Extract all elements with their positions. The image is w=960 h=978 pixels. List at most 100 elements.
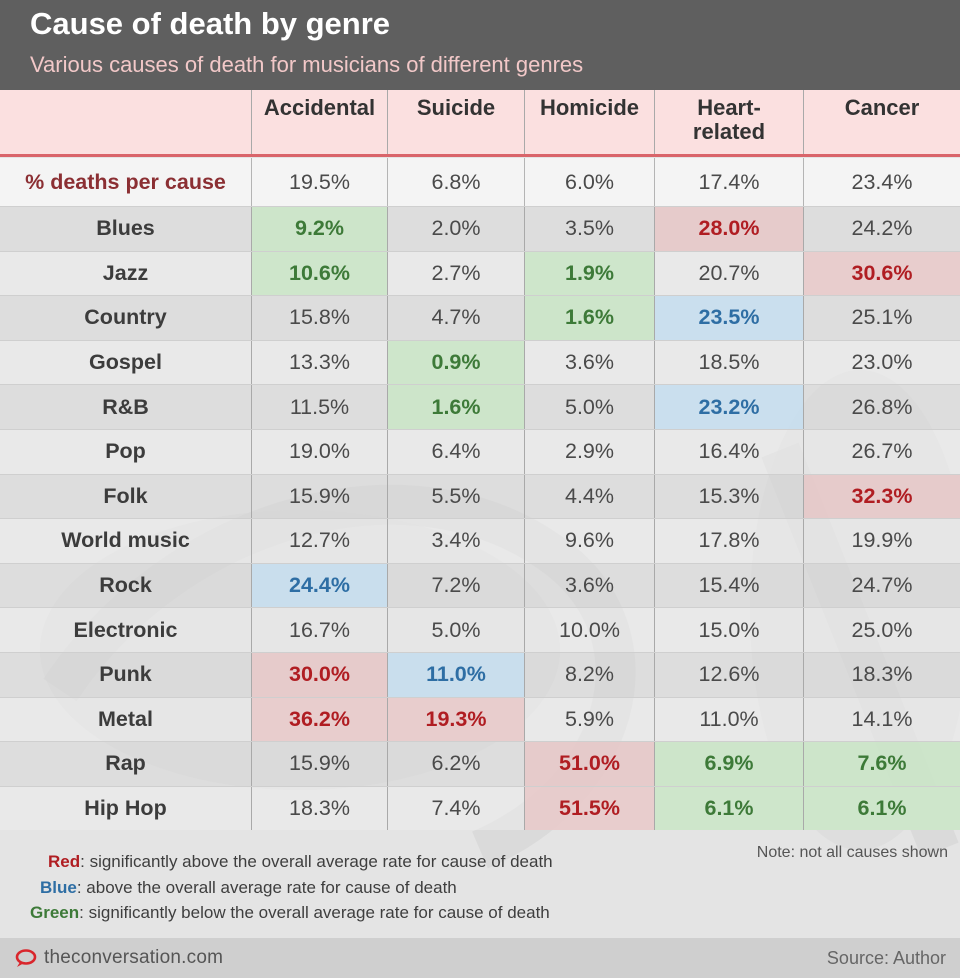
average-value: 17.4%	[655, 158, 804, 206]
column-header: Homicide	[525, 90, 655, 156]
table-row: Rap 15.9% 6.2% 51.0% 6.9% 7.6%	[0, 741, 960, 786]
speech-bubble-logo-icon	[14, 948, 38, 968]
table-row: Pop 19.0% 6.4% 2.9% 16.4% 26.7%	[0, 429, 960, 474]
average-value: 6.0%	[525, 158, 655, 206]
source-credit: Source: Author	[827, 948, 946, 969]
data-cell: 51.0%	[525, 742, 655, 786]
genre-label: Blues	[0, 207, 252, 251]
column-header-text: Homicide	[540, 96, 639, 120]
data-cell: 3.6%	[525, 341, 655, 385]
data-cell: 18.3%	[252, 787, 388, 831]
data-cell: 9.6%	[525, 519, 655, 563]
average-row-label: % deaths per cause	[0, 158, 252, 206]
data-cell: 7.2%	[388, 564, 525, 608]
genre-label: Electronic	[0, 608, 252, 652]
table-row: Punk 30.0% 11.0% 8.2% 12.6% 18.3%	[0, 652, 960, 697]
data-cell: 3.4%	[388, 519, 525, 563]
data-cell: 18.5%	[655, 341, 804, 385]
data-cell: 15.8%	[252, 296, 388, 340]
data-cell: 6.1%	[804, 787, 960, 831]
data-cell: 11.0%	[388, 653, 525, 697]
table-row: R&B 11.5% 1.6% 5.0% 23.2% 26.8%	[0, 384, 960, 429]
genre-label: World music	[0, 519, 252, 563]
table-row: Jazz 10.6% 2.7% 1.9% 20.7% 30.6%	[0, 251, 960, 296]
table-row: Rock 24.4% 7.2% 3.6% 15.4% 24.7%	[0, 563, 960, 608]
genre-label: Rock	[0, 564, 252, 608]
data-cell: 15.4%	[655, 564, 804, 608]
data-cell: 12.7%	[252, 519, 388, 563]
data-cell: 3.5%	[525, 207, 655, 251]
data-cell: 23.5%	[655, 296, 804, 340]
site-link[interactable]: theconversation.com	[44, 947, 223, 969]
genre-label: Folk	[0, 475, 252, 519]
data-cell: 7.6%	[804, 742, 960, 786]
data-cell: 13.3%	[252, 341, 388, 385]
data-cell: 1.9%	[525, 252, 655, 296]
data-cell: 5.0%	[525, 385, 655, 429]
data-cell: 28.0%	[655, 207, 804, 251]
column-header: Cancer	[804, 90, 960, 156]
column-header-text: Cancer	[845, 96, 920, 120]
column-header: Heart-related	[655, 90, 804, 156]
data-cell: 19.0%	[252, 430, 388, 474]
table-row: Blues 9.2% 2.0% 3.5% 28.0% 24.2%	[0, 206, 960, 251]
data-cell: 26.8%	[804, 385, 960, 429]
data-cell: 2.7%	[388, 252, 525, 296]
genre-label: Hip Hop	[0, 787, 252, 831]
genre-label: Jazz	[0, 252, 252, 296]
data-cell: 6.2%	[388, 742, 525, 786]
table-row: Gospel 13.3% 0.9% 3.6% 18.5% 23.0%	[0, 340, 960, 385]
data-cell: 15.3%	[655, 475, 804, 519]
data-cell: 23.0%	[804, 341, 960, 385]
footer: theconversation.com Source: Author	[0, 938, 960, 978]
data-cell: 2.0%	[388, 207, 525, 251]
table-row: Electronic 16.7% 5.0% 10.0% 15.0% 25.0%	[0, 607, 960, 652]
data-cell: 26.7%	[804, 430, 960, 474]
data-cell: 19.9%	[804, 519, 960, 563]
corner-cell	[0, 90, 252, 156]
genre-label: Gospel	[0, 341, 252, 385]
table-row: Folk 15.9% 5.5% 4.4% 15.3% 32.3%	[0, 474, 960, 519]
average-row: % deaths per cause 19.5% 6.8% 6.0% 17.4% 23.4…	[0, 158, 960, 206]
data-cell: 1.6%	[388, 385, 525, 429]
data-cell: 11.0%	[655, 698, 804, 742]
data-cell: 51.5%	[525, 787, 655, 831]
table-row: Hip Hop 18.3% 7.4% 51.5% 6.1% 6.1%	[0, 786, 960, 831]
table-row: Metal 36.2% 19.3% 5.9% 11.0% 14.1%	[0, 697, 960, 742]
data-cell: 25.1%	[804, 296, 960, 340]
genre-label: Punk	[0, 653, 252, 697]
data-cell: 15.0%	[655, 608, 804, 652]
data-cell: 24.4%	[252, 564, 388, 608]
average-value: 23.4%	[804, 158, 960, 206]
table-row: World music 12.7% 3.4% 9.6% 17.8% 19.9%	[0, 518, 960, 563]
data-cell: 30.0%	[252, 653, 388, 697]
data-cell: 18.3%	[804, 653, 960, 697]
data-cell: 1.6%	[525, 296, 655, 340]
data-cell: 16.7%	[252, 608, 388, 652]
data-cell: 16.4%	[655, 430, 804, 474]
data-cell: 5.0%	[388, 608, 525, 652]
column-header-row: Accidental Suicide Homicide Heart-related Ca…	[0, 90, 960, 156]
data-cell: 3.6%	[525, 564, 655, 608]
genre-label: Rap	[0, 742, 252, 786]
data-cell: 2.9%	[525, 430, 655, 474]
data-cell: 10.6%	[252, 252, 388, 296]
average-value: 19.5%	[252, 158, 388, 206]
data-cell: 6.1%	[655, 787, 804, 831]
data-cell: 10.0%	[525, 608, 655, 652]
genre-label: R&B	[0, 385, 252, 429]
data-cell: 14.1%	[804, 698, 960, 742]
data-cell: 24.2%	[804, 207, 960, 251]
data-cell: 15.9%	[252, 742, 388, 786]
data-cell: 36.2%	[252, 698, 388, 742]
table-row: Country 15.8% 4.7% 1.6% 23.5% 25.1%	[0, 295, 960, 340]
column-header-text: Suicide	[417, 96, 495, 120]
data-cell: 30.6%	[804, 252, 960, 296]
genre-label: Metal	[0, 698, 252, 742]
column-header-text: Heart-	[693, 96, 765, 120]
column-header: Accidental	[252, 90, 388, 156]
column-header-text: Accidental	[264, 96, 375, 120]
data-cell: 20.7%	[655, 252, 804, 296]
data-cell: 19.3%	[388, 698, 525, 742]
data-cell: 23.2%	[655, 385, 804, 429]
